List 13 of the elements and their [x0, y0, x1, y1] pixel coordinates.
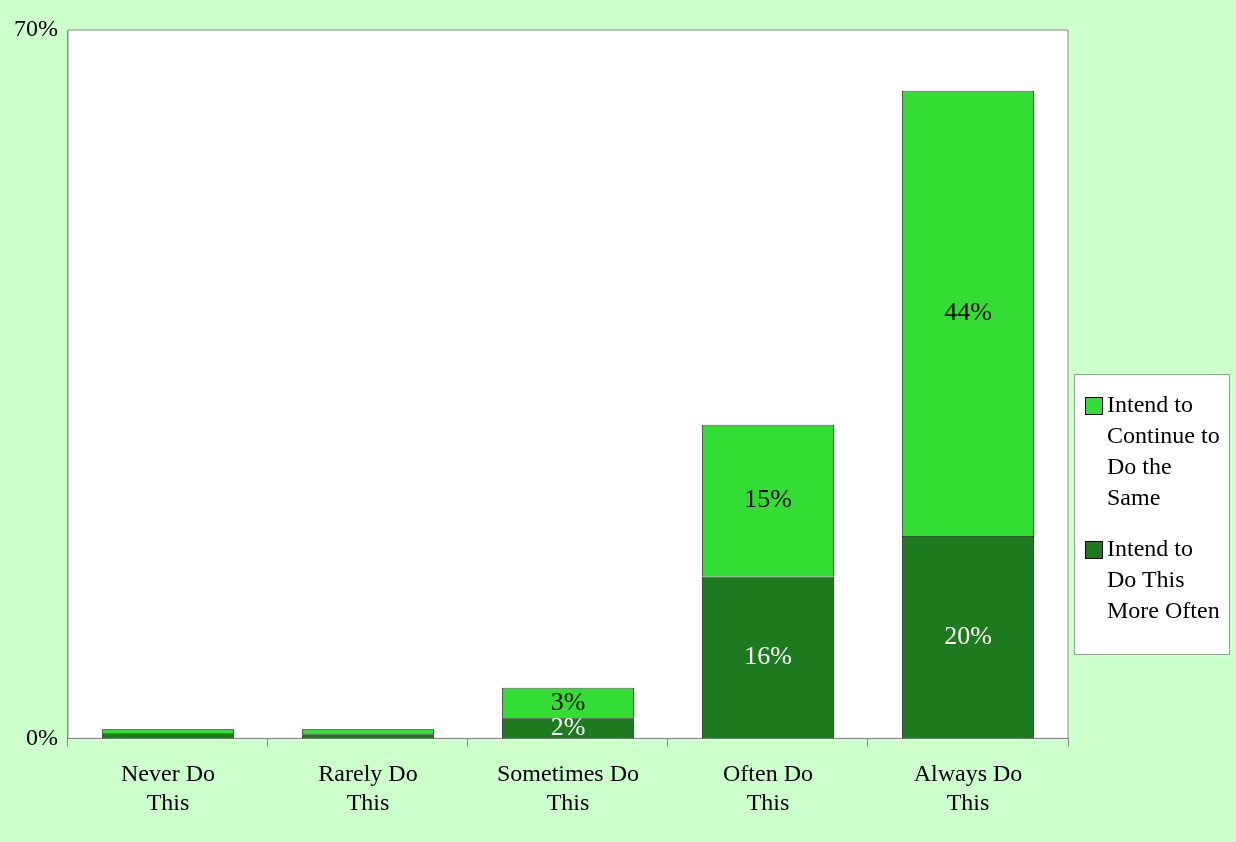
y-tick-label: 70% — [13, 15, 58, 42]
data-label: 44% — [944, 297, 992, 327]
x-tick-label: Never Do This — [121, 760, 215, 815]
data-label: 16% — [744, 641, 792, 671]
x-tick-label: Sometimes Do This — [497, 760, 639, 815]
x-tick-label: Often Do This — [723, 760, 813, 815]
y-tick-label: 0% — [25, 723, 58, 750]
legend-label: Intend to Do This More Often — [1107, 534, 1221, 625]
legend-label: Intend to Continue to Do the Same — [1107, 390, 1221, 512]
data-label: 20% — [944, 621, 992, 651]
x-tick-label: Always Do This — [913, 760, 1023, 815]
x-tick-label: Rarely Do This — [318, 760, 418, 815]
data-label: 15% — [744, 484, 792, 514]
